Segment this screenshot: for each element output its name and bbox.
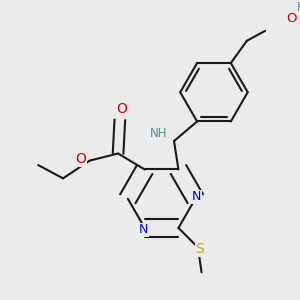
Text: O: O	[116, 102, 127, 116]
Text: NH: NH	[149, 128, 167, 140]
Text: O: O	[286, 12, 296, 25]
Text: N: N	[191, 190, 201, 203]
Text: N: N	[139, 223, 148, 236]
Text: O: O	[75, 152, 86, 166]
Text: S: S	[195, 242, 204, 256]
Text: H: H	[297, 1, 300, 13]
